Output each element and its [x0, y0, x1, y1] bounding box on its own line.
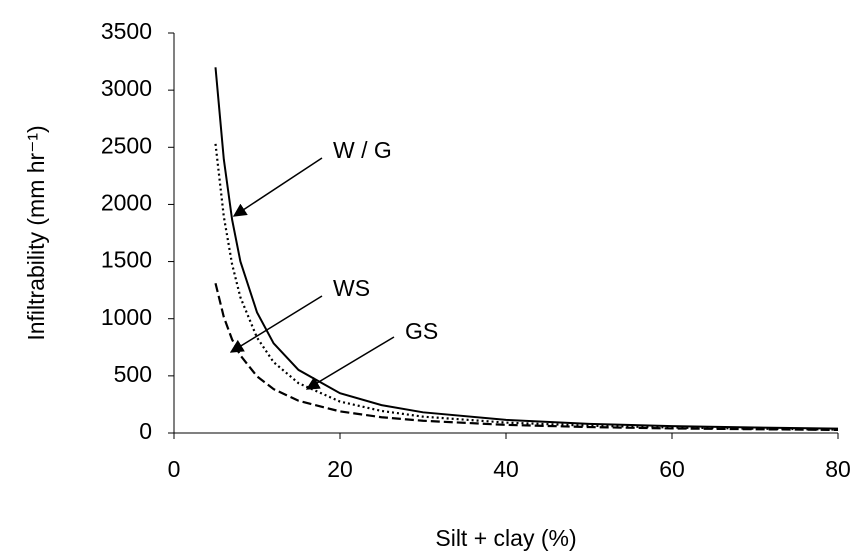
y-tick-label: 1500 [101, 247, 152, 273]
series-line [214, 283, 839, 432]
y-tick-label: 500 [114, 361, 152, 387]
x-tick-label: 20 [327, 456, 353, 482]
y-tick-label: 3000 [101, 75, 152, 101]
x-tick-label: 60 [659, 456, 685, 482]
series-label: WS [333, 275, 370, 301]
y-tick-label: 0 [139, 418, 152, 444]
y-tick-label: 2500 [101, 132, 152, 158]
annotation-arrows [229, 157, 395, 390]
series-label: GS [405, 318, 438, 344]
x-axis-label: Silt + clay (%) [435, 525, 576, 551]
y-axis-label: Infiltrability (mm hr⁻¹) [23, 125, 49, 340]
y-tick-label: 2000 [101, 190, 152, 216]
series-line [214, 143, 839, 431]
series-line [214, 67, 839, 430]
series-label: W / G [333, 137, 392, 163]
x-tick-label: 40 [493, 456, 519, 482]
y-tick-label: 1000 [101, 304, 152, 330]
y-tick-label: 3500 [101, 18, 152, 44]
x-tick-label: 0 [168, 456, 181, 482]
x-tick-label: 80 [825, 456, 851, 482]
